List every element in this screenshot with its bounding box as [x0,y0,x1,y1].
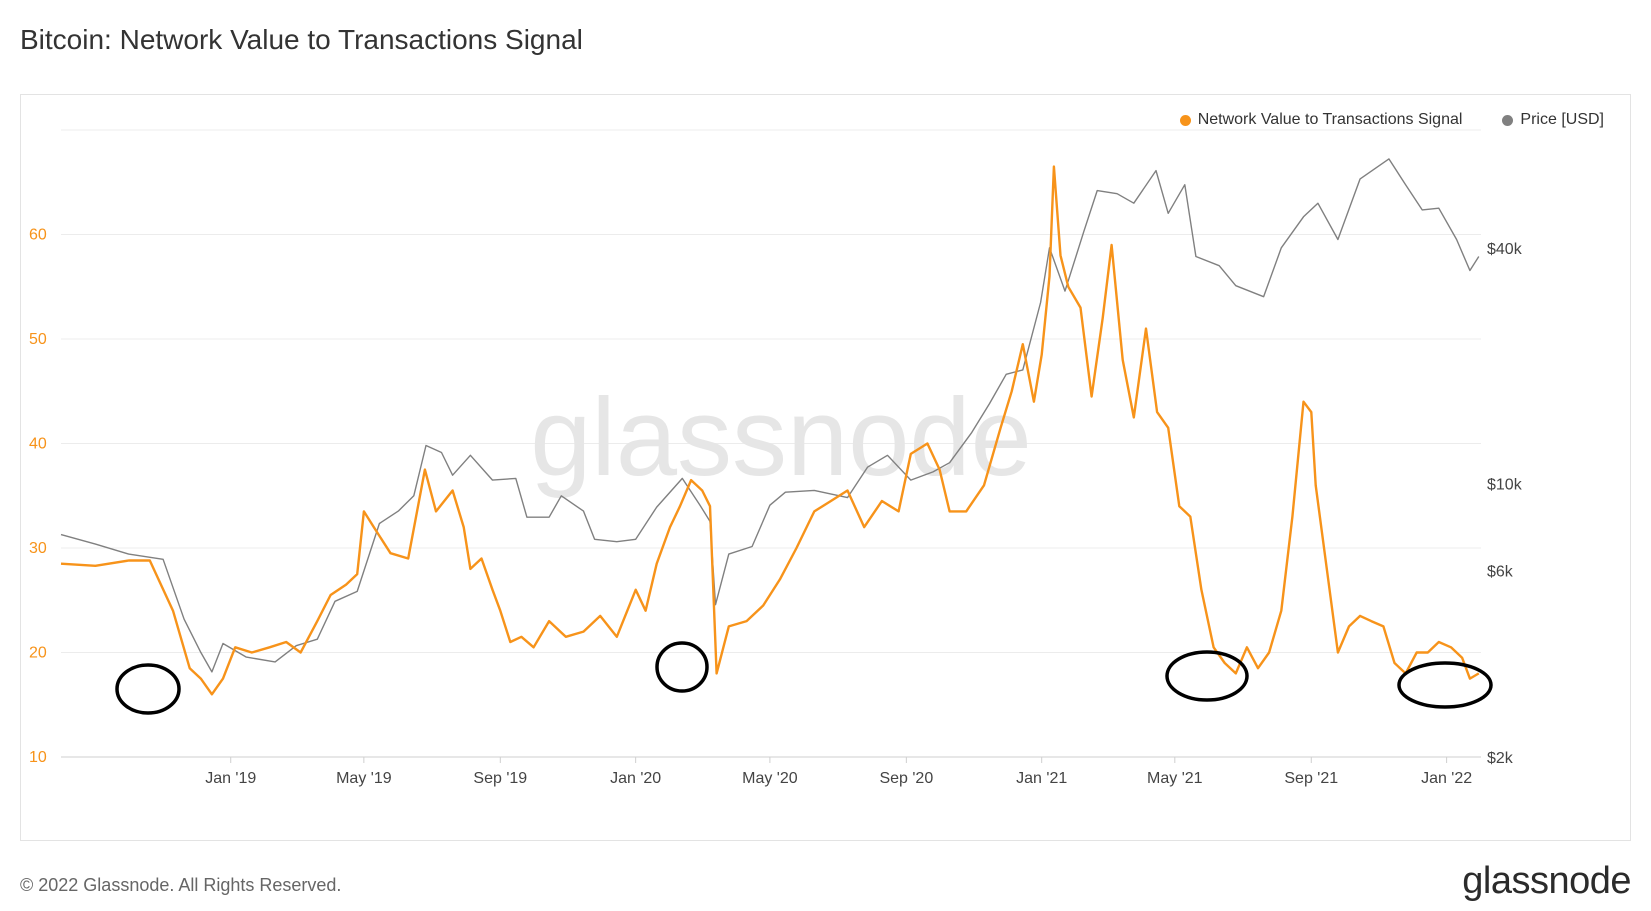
watermark-text: glassnode [530,376,1032,499]
y-left-tick-label: 60 [29,227,47,244]
bottom-circle-annotation [655,641,709,693]
nvts-series-layer [60,165,1480,696]
chart-legend: Network Value to Transactions Signal Pri… [1179,111,1604,129]
x-tick-label: May '19 [336,770,392,787]
legend-item-nvts[interactable]: Network Value to Transactions Signal [1179,111,1463,129]
y-right-tick-label: $2k [1487,750,1514,767]
x-tick-label: Jan '21 [1016,770,1067,787]
x-tick-label: May '21 [1147,770,1203,787]
copyright-text: © 2022 Glassnode. All Rights Reserved. [20,875,342,895]
bottom-circle-annotation [1397,661,1493,709]
legend-dot-icon [1179,114,1191,126]
x-tick-label: May '20 [742,770,798,787]
chart-frame: glassnode 10 20 30 40 50 60 $2k $6k $10k $40k Jan … [20,94,1631,841]
x-tick-label: Jan '19 [205,770,256,787]
annotation-layer [115,641,1493,715]
axis-layer: 10 20 30 40 50 60 $2k $6k $10k $40k Jan '19 May '19… [29,227,1523,788]
legend-item-price[interactable]: Price [USD] [1502,111,1604,129]
nvts-series-line [60,165,1480,696]
y-left-tick-label: 50 [29,331,47,348]
x-tick-label: Jan '22 [1421,770,1472,787]
y-right-tick-label: $6k [1487,563,1514,580]
legend-label: Price [USD] [1520,111,1604,128]
legend-dot-icon [1502,114,1514,126]
y-left-tick-label: 30 [29,540,47,557]
x-tick-label: Sep '21 [1284,770,1338,787]
x-tick-label: Sep '19 [473,770,527,787]
x-tick-label: Jan '20 [610,770,661,787]
price-series-layer [60,158,1480,673]
bottom-circle-annotation [115,663,181,715]
price-series-line [60,158,1480,673]
glassnode-logo[interactable]: glassnode [1462,860,1631,902]
chart-svg: glassnode 10 20 30 40 50 60 $2k $6k $10k $40k Jan … [29,129,1523,788]
y-left-tick-label: 10 [29,749,47,766]
x-tick-label: Sep '20 [879,770,933,787]
bottom-circle-annotation [1165,650,1249,702]
y-left-tick-label: 40 [29,436,47,453]
y-left-tick-label: 20 [29,645,47,662]
grid-layer [61,129,1481,758]
page-title: Bitcoin: Network Value to Transactions S… [20,24,583,55]
legend-label: Network Value to Transactions Signal [1197,111,1463,128]
y-right-tick-label: $10k [1487,476,1523,493]
y-right-tick-label: $40k [1487,241,1523,258]
